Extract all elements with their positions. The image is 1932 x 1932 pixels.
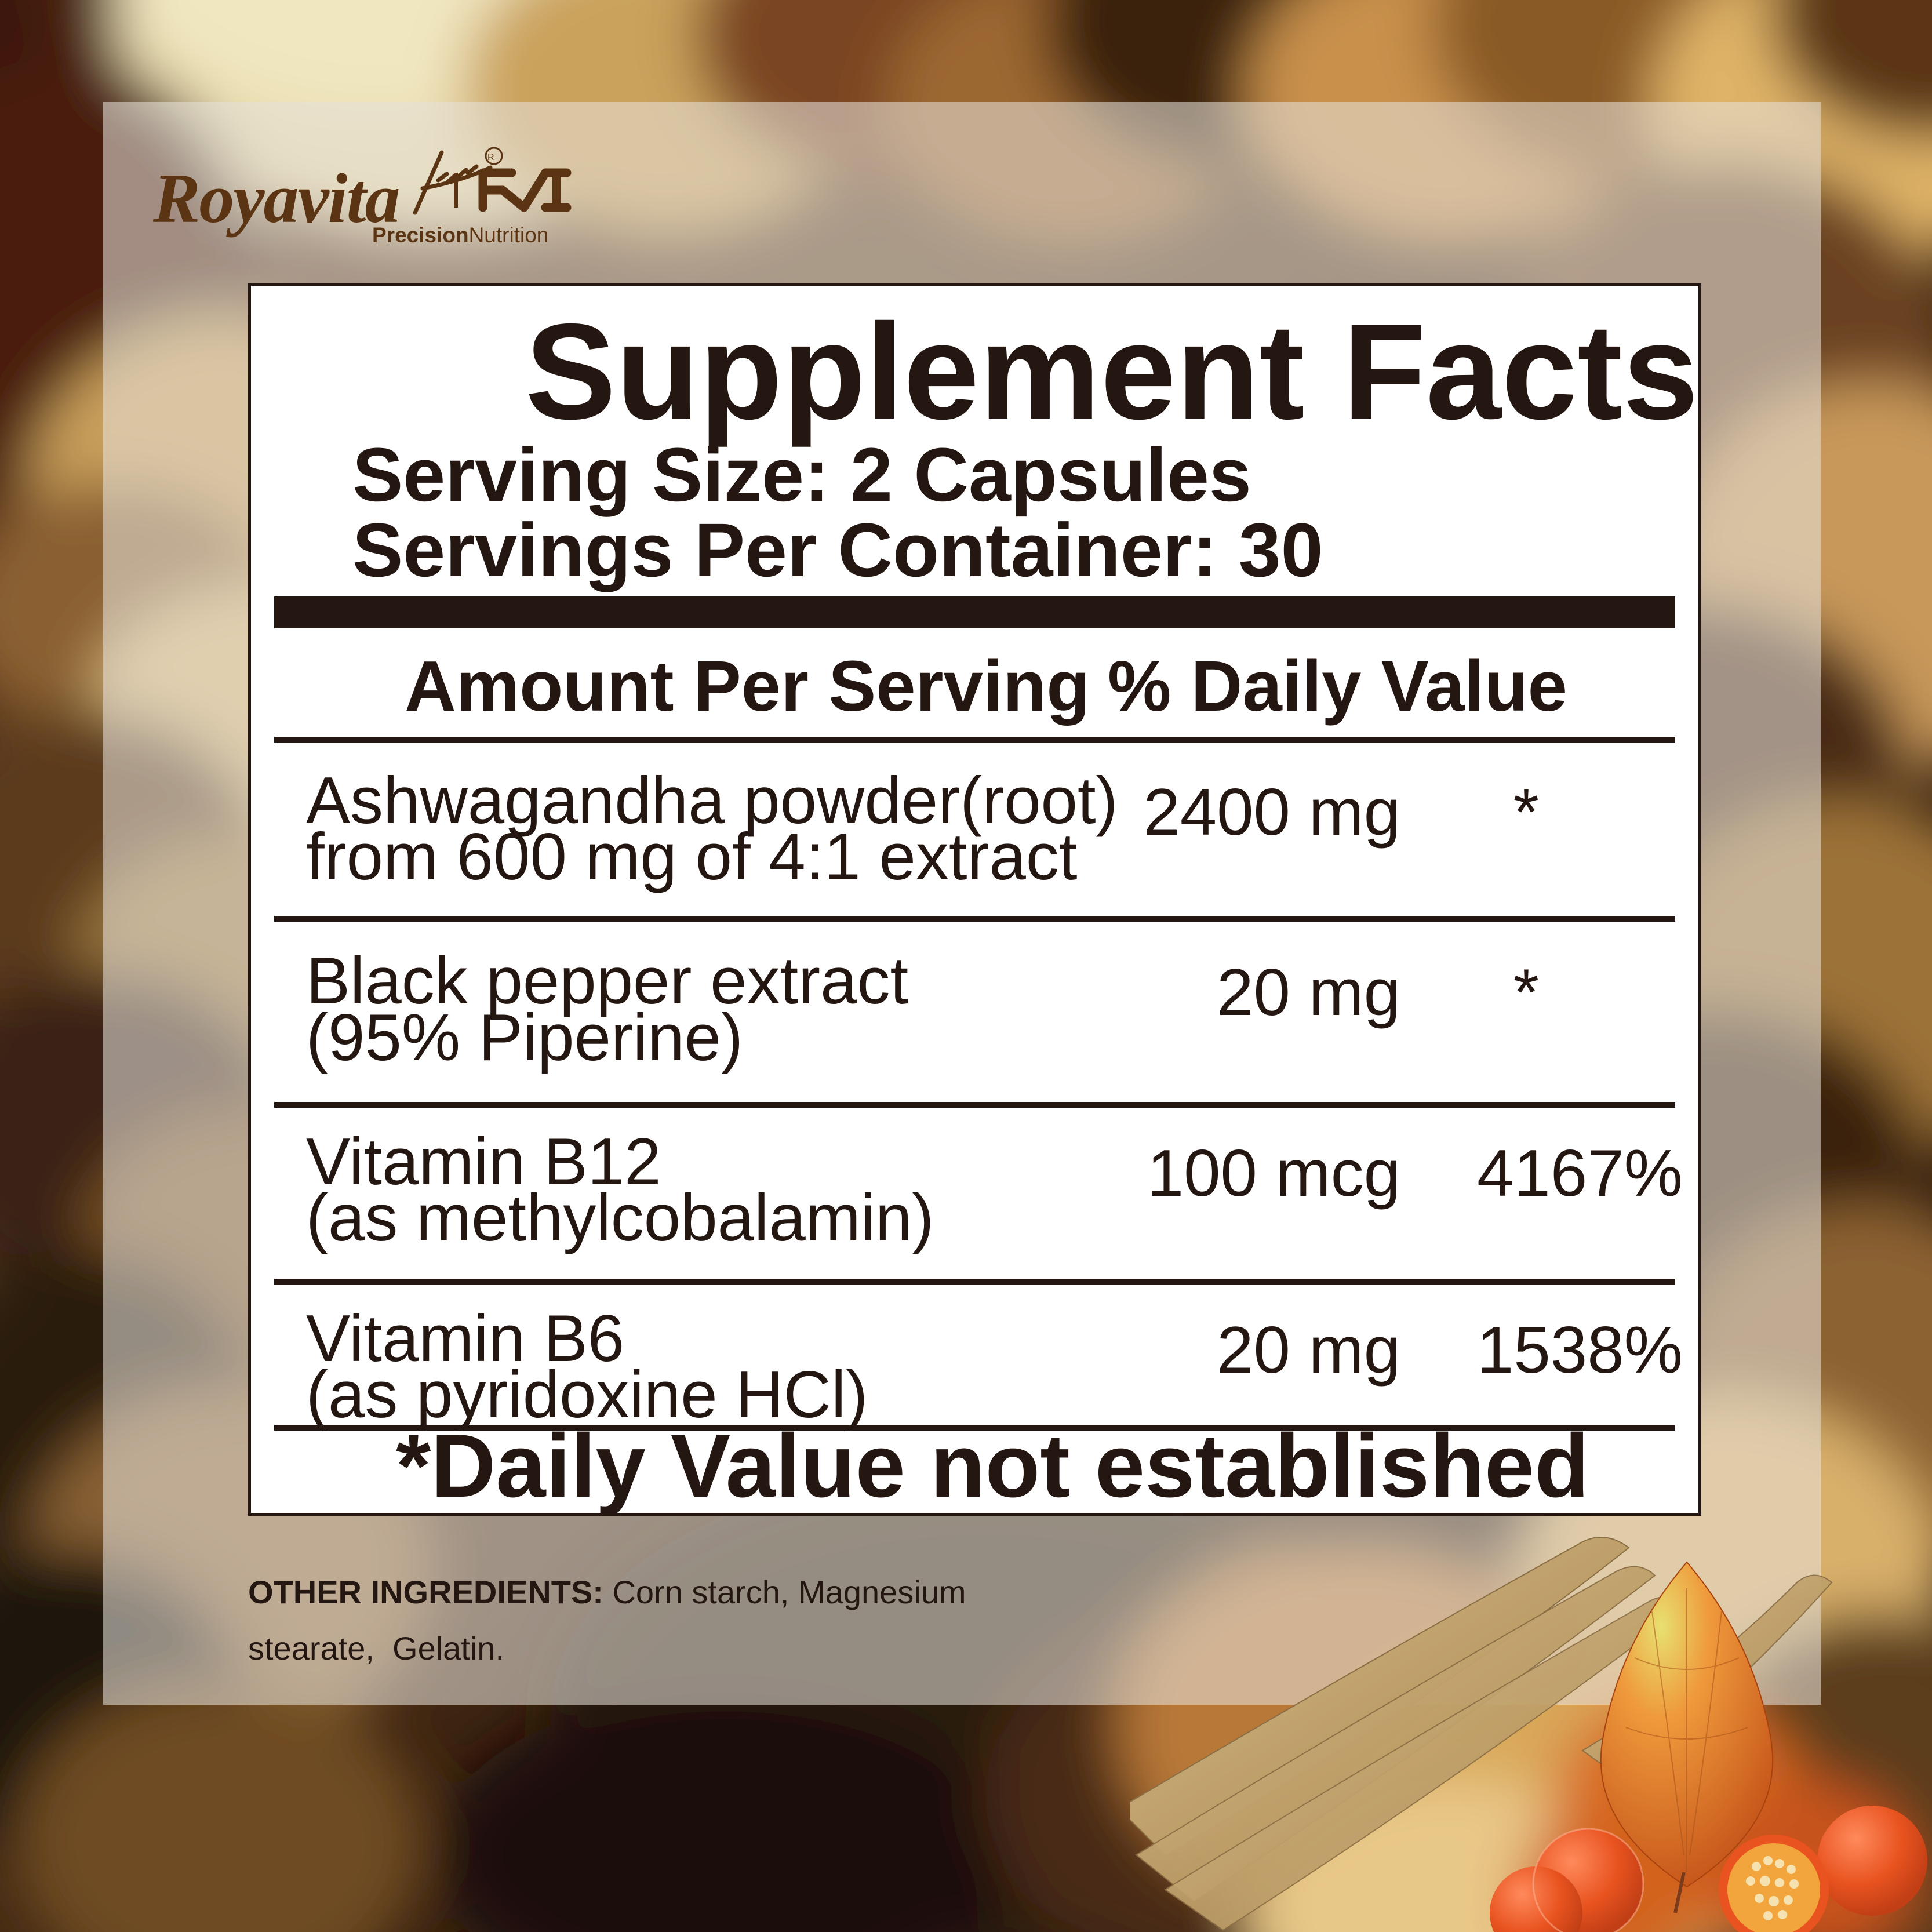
svg-text:R: R bbox=[487, 152, 494, 162]
svg-text:PrecisionNutrition: PrecisionNutrition bbox=[372, 223, 548, 247]
svg-text:Royavita: Royavita bbox=[152, 159, 399, 238]
